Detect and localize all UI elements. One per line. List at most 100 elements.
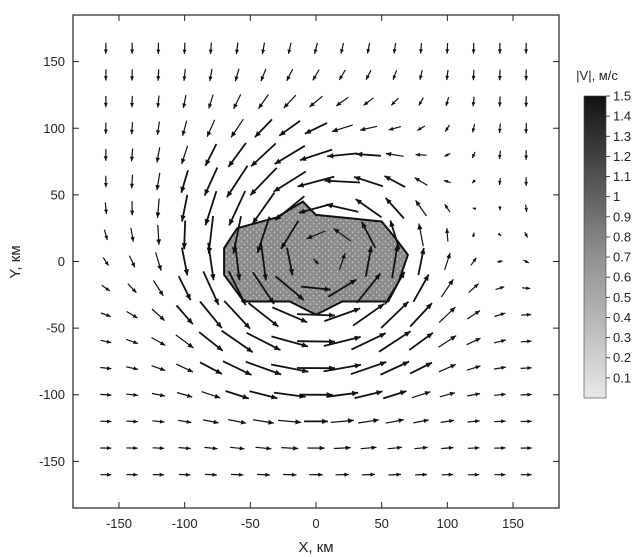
colorbar-tick-label: 1.3 [613,129,631,144]
vector-arrow [260,242,268,281]
vector-arrow [130,201,135,216]
vector-arrow [497,69,502,81]
vector-arrow [258,94,269,110]
x-tick-label: 0 [312,516,319,531]
vector-arrow [208,94,214,109]
vector-arrow [227,270,247,306]
vector-arrow [274,145,306,165]
vector-arrow [228,190,247,226]
vector-arrow [103,149,108,161]
vector-arrow [409,302,433,328]
vector-arrow [100,339,112,344]
vector-arrow [103,69,108,81]
vector-arrow [177,419,192,424]
colorbar-tick-label: 0.9 [613,209,631,224]
vector-arrow [445,228,450,242]
vector-arrow [524,204,528,212]
vector-arrow [100,472,112,477]
vector-arrow [497,42,502,54]
vector-arrow [261,42,266,55]
y-tick-label: 50 [51,187,65,202]
y-tick-label: 100 [43,121,65,136]
vector-arrow [323,363,362,373]
vector-arrow [199,300,223,329]
vector-arrow [471,232,475,238]
vector-arrow [126,392,138,397]
vector-arrow [208,68,213,82]
vector-arrow [151,336,166,346]
colorbar-tick-label: 0.7 [613,250,631,265]
vector-arrow [203,167,219,196]
vector-arrow [156,121,161,135]
vector-arrow [471,42,476,54]
vector-arrow [467,472,480,477]
vector-arrow [181,120,188,136]
vector-arrow [229,446,245,451]
vector-arrow [100,366,112,371]
vector-arrow [380,360,410,376]
vector-arrow [156,69,161,81]
vector-arrow [254,118,273,138]
vector-arrow [472,207,477,211]
vector-arrow [385,418,404,424]
vector-arrow [250,142,277,168]
x-tick-label: 150 [502,516,524,531]
vector-arrow [520,419,532,424]
vector-arrow [130,122,134,135]
vector-arrow [251,192,276,225]
vector-arrow [155,147,161,163]
vector-arrow [494,446,506,450]
vector-arrow [208,42,213,55]
vector-arrow [283,94,297,109]
vector-arrow [340,42,345,54]
vector-arrow [130,69,134,81]
colorbar-tick-label: 1.2 [613,149,631,164]
vector-arrow [419,43,423,54]
vector-arrow [445,97,450,107]
vector-arrow [129,174,135,189]
vector-arrow [206,215,214,254]
vector-arrow [128,255,136,268]
vector-arrow [178,472,191,477]
vector-arrow [327,152,358,159]
vector-arrow [101,284,111,292]
vector-arrow [252,419,274,425]
vector-arrow [152,446,165,451]
vector-arrow [350,361,387,376]
vector-arrow [445,42,450,54]
vector-arrow [221,329,254,354]
vector-arrow [524,123,528,134]
vector-arrow [359,125,378,132]
vector-arrow [278,419,302,425]
vector-arrow [439,391,456,398]
y-axis-label: Y, км [7,245,24,278]
vector-arrow [230,472,244,477]
vector-arrow [297,175,335,188]
vector-arrow [156,42,161,54]
vector-arrow [331,124,353,133]
vector-arrow [467,392,481,397]
vector-arrow [441,472,454,477]
vector-arrow [466,365,481,371]
vector-arrow [126,366,139,371]
vector-arrow [471,69,476,81]
vector-arrow [364,246,373,277]
vector-arrow [380,300,410,329]
vector-arrow [520,446,532,450]
vector-arrow [313,42,318,54]
vector-arrow [353,175,384,188]
vector-arrow [524,69,529,81]
vector-arrow [417,247,426,276]
vector-arrow [249,390,278,400]
vector-arrow [468,283,479,294]
vector-arrow [494,472,506,477]
vector-arrow [202,271,220,306]
vector-arrow [411,391,431,399]
vector-arrow [412,274,430,303]
vector-arrow [156,95,161,108]
vector-arrow [419,69,423,80]
vector-arrow [471,179,476,184]
vector-arrow [466,310,481,320]
vector-arrow [312,69,320,81]
